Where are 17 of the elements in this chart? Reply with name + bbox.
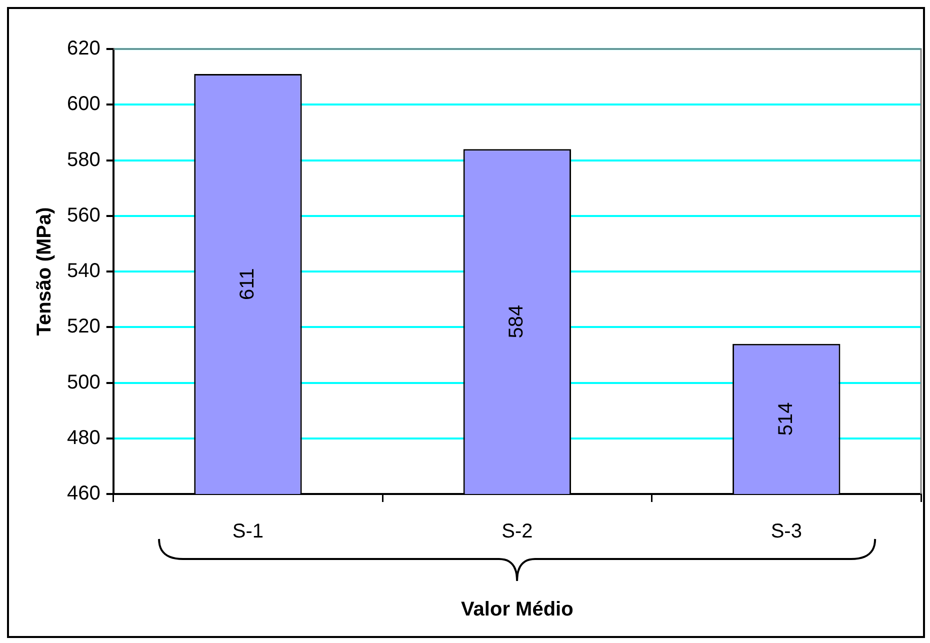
- y-tick-label: 560: [66, 204, 100, 226]
- y-tick-label: 620: [66, 38, 100, 60]
- y-tick-label: 520: [66, 316, 100, 338]
- y-tick-label: 600: [66, 93, 100, 116]
- data-label: 611: [236, 268, 258, 300]
- x-tick-label: S-3: [770, 520, 802, 543]
- y-tick-label: 580: [66, 148, 100, 171]
- x-axis-title: Valor Médio: [461, 598, 574, 621]
- y-tick-label: 500: [66, 371, 100, 394]
- x-tick-label: S-2: [502, 520, 533, 543]
- y-tick-label: 460: [66, 482, 100, 505]
- y-axis-title: Tensão (MPa): [34, 207, 56, 336]
- data-label: 584: [506, 304, 528, 338]
- data-label: 514: [774, 402, 797, 436]
- y-tick-label: 540: [66, 260, 100, 282]
- x-tick-label: S-1: [232, 520, 264, 543]
- y-tick-label: 480: [66, 426, 100, 449]
